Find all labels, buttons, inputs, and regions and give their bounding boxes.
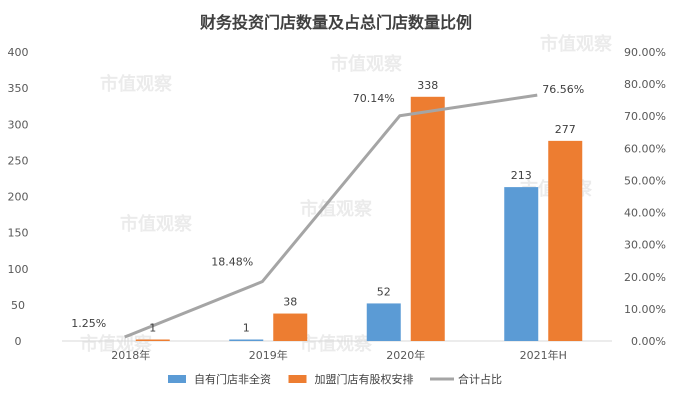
x-tick-label: 2021年H [520, 348, 567, 362]
data-labels: 1 52 213 1 38 338 277 1.25% 18.48% 70.14% 76.56% [71, 79, 584, 335]
bar-owned [504, 187, 539, 341]
y-right-tick-label: 50.00% [624, 174, 666, 187]
bar-owned [229, 339, 264, 341]
line-data-label: 1.25% [71, 317, 106, 330]
y-right-tick-label: 90.00% [624, 46, 666, 59]
watermark-text: 市值观察 [100, 73, 173, 95]
bar-franchise [548, 140, 583, 341]
bar-owned [366, 303, 401, 341]
x-tick-label: 2018年 [111, 348, 150, 362]
legend-label: 自有门店非全资 [194, 372, 271, 386]
line-data-label: 18.48% [211, 256, 253, 269]
bar-data-label: 277 [555, 123, 576, 136]
y-right-tick-label: 60.00% [624, 142, 666, 155]
line-data-label: 76.56% [542, 83, 584, 96]
bar-franchise [410, 96, 445, 341]
bar-data-label: 338 [417, 79, 438, 92]
watermark-text: 市值观察 [80, 333, 153, 355]
watermark-text: 市值观察 [300, 333, 373, 355]
y-left-tick-label: 400 [8, 46, 29, 59]
bar-franchise [273, 313, 308, 341]
bar-data-label: 1 [243, 322, 250, 335]
y-left-tick-label: 100 [8, 263, 29, 276]
legend-label: 合计占比 [458, 372, 502, 386]
watermark-text: 市值观察 [120, 213, 193, 235]
legend-swatch [288, 375, 307, 383]
y-left-tick-label: 250 [8, 154, 29, 167]
legend: 自有门店非全资 加盟门店有股权安排 合计占比 [168, 372, 502, 386]
x-tick-label: 2019年 [249, 348, 288, 362]
y-left-tick-label: 300 [8, 118, 29, 131]
y-left-tick-label: 200 [8, 191, 29, 204]
bar-data-label: 213 [511, 169, 532, 182]
watermark-text: 市值观察 [300, 198, 373, 220]
watermark-text: 市值观察 [330, 53, 403, 75]
y-right-tick-label: 40.00% [624, 207, 666, 220]
y-right-tick-label: 20.00% [624, 271, 666, 284]
line-data-label: 70.14% [353, 92, 395, 105]
watermark-text: 市值观察 [540, 33, 613, 55]
y-left-tick-label: 0 [15, 335, 22, 348]
legend-label: 加盟门店有股权安排 [315, 372, 414, 386]
legend-swatch [168, 375, 186, 383]
bar-data-label: 52 [377, 285, 391, 298]
y-right-tick-label: 10.00% [624, 303, 666, 316]
bar-franchise [135, 339, 170, 341]
bar-data-label: 38 [283, 296, 297, 309]
bar-data-label: 1 [149, 322, 156, 335]
y-right-tick-label: 30.00% [624, 239, 666, 252]
line-total-ratio [124, 93, 538, 339]
y-left-tick-label: 50 [11, 299, 25, 312]
y-right-tick-label: 0.00% [631, 335, 666, 348]
line-series [124, 93, 538, 339]
bars [135, 96, 583, 341]
y-left-tick-label: 150 [8, 227, 29, 240]
y-left-tick-label: 350 [8, 82, 29, 95]
y-right-tick-label: 70.00% [624, 110, 666, 123]
x-tick-label: 2020年 [386, 348, 425, 362]
chart-title: 财务投资门店数量及占总门店数量比例 [199, 13, 472, 32]
y-right-tick-label: 80.00% [624, 78, 666, 91]
